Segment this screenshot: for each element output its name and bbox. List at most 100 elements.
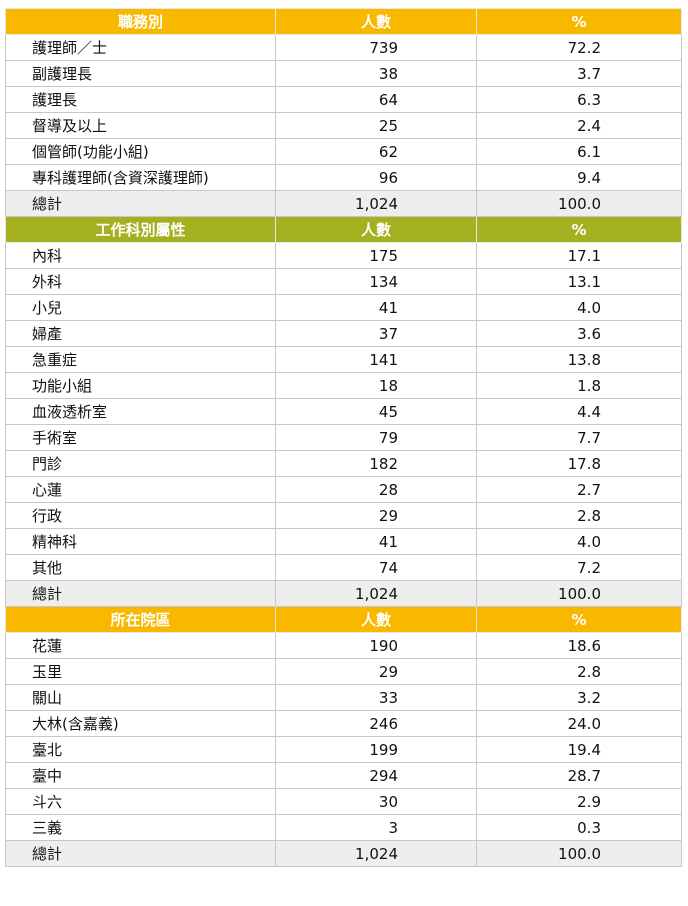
count-cell: 45: [275, 398, 477, 425]
count-cell: 246: [275, 710, 477, 737]
count-cell: 1,024: [275, 840, 477, 867]
percent-cell: 7.7: [476, 424, 682, 451]
percent-cell: 100.0: [476, 190, 682, 217]
percent-cell: 9.4: [476, 164, 682, 191]
section-header: 所在院區 人數%: [5, 606, 682, 633]
table-row: 護理長 64 6.3: [5, 86, 682, 113]
percent-cell: 7.2: [476, 554, 682, 581]
label-cell: 總計: [5, 840, 276, 867]
table-row: 精神科 41 4.0: [5, 528, 682, 555]
label-cell: 臺北: [5, 736, 276, 763]
percent-cell: 100.0: [476, 580, 682, 607]
percent-cell: 6.3: [476, 86, 682, 113]
table-row: 大林(含嘉義) 246 24.0: [5, 710, 682, 737]
label-cell: 督導及以上: [5, 112, 276, 139]
percent-cell: 2.4: [476, 112, 682, 139]
label-cell: 副護理長: [5, 60, 276, 87]
label-cell: 內科: [5, 242, 276, 269]
percent-cell: 72.2: [476, 34, 682, 61]
count-cell: 64: [275, 86, 477, 113]
count-cell: 25: [275, 112, 477, 139]
table-row: 血液透析室 45 4.4: [5, 398, 682, 425]
count-cell: 38: [275, 60, 477, 87]
label-cell: 其他: [5, 554, 276, 581]
label-cell: 大林(含嘉義): [5, 710, 276, 737]
count-cell: 96: [275, 164, 477, 191]
label-cell: 總計: [5, 190, 276, 217]
section-header: 工作科別屬性 人數%: [5, 216, 682, 243]
count-cell: 41: [275, 528, 477, 555]
table-row: 督導及以上 25 2.4: [5, 112, 682, 139]
percent-cell: %: [476, 8, 682, 35]
label-cell: 花蓮: [5, 632, 276, 659]
count-cell: 29: [275, 502, 477, 529]
count-cell: 1,024: [275, 190, 477, 217]
label-cell: 手術室: [5, 424, 276, 451]
statistics-table: 職務別 人數% 護理師／士 739 72.2 副護理長 38 3.7 護理長 64 6.3 督導及以上…: [5, 8, 682, 867]
percent-cell: 3.6: [476, 320, 682, 347]
label-cell: 職務別: [5, 8, 276, 35]
label-cell: 所在院區: [5, 606, 276, 633]
percent-cell: 2.7: [476, 476, 682, 503]
label-cell: 行政: [5, 502, 276, 529]
count-cell: 人數: [275, 216, 477, 243]
percent-cell: 3.7: [476, 60, 682, 87]
table-row: 護理師／士 739 72.2: [5, 34, 682, 61]
label-cell: 功能小組: [5, 372, 276, 399]
count-cell: 739: [275, 34, 477, 61]
table-row: 專科護理師(含資深護理師) 96 9.4: [5, 164, 682, 191]
count-cell: 41: [275, 294, 477, 321]
total-row: 總計 1,024 100.0: [5, 580, 682, 607]
percent-cell: %: [476, 216, 682, 243]
table-row: 關山 33 3.2: [5, 684, 682, 711]
label-cell: 急重症: [5, 346, 276, 373]
total-row: 總計 1,024 100.0: [5, 190, 682, 217]
label-cell: 關山: [5, 684, 276, 711]
table-row: 小兒 41 4.0: [5, 294, 682, 321]
table-row: 內科 175 17.1: [5, 242, 682, 269]
percent-cell: 4.4: [476, 398, 682, 425]
table-row: 花蓮 190 18.6: [5, 632, 682, 659]
table-row: 功能小組 18 1.8: [5, 372, 682, 399]
percent-cell: 2.9: [476, 788, 682, 815]
table-row: 外科 134 13.1: [5, 268, 682, 295]
count-cell: 182: [275, 450, 477, 477]
count-cell: 28: [275, 476, 477, 503]
label-cell: 專科護理師(含資深護理師): [5, 164, 276, 191]
percent-cell: 4.0: [476, 294, 682, 321]
percent-cell: 100.0: [476, 840, 682, 867]
count-cell: 37: [275, 320, 477, 347]
count-cell: 29: [275, 658, 477, 685]
percent-cell: 24.0: [476, 710, 682, 737]
percent-cell: 6.1: [476, 138, 682, 165]
table-row: 副護理長 38 3.7: [5, 60, 682, 87]
label-cell: 護理長: [5, 86, 276, 113]
count-cell: 134: [275, 268, 477, 295]
percent-cell: 19.4: [476, 736, 682, 763]
label-cell: 精神科: [5, 528, 276, 555]
label-cell: 門診: [5, 450, 276, 477]
label-cell: 工作科別屬性: [5, 216, 276, 243]
label-cell: 玉里: [5, 658, 276, 685]
percent-cell: 0.3: [476, 814, 682, 841]
table-row: 三義 3 0.3: [5, 814, 682, 841]
section-header: 職務別 人數%: [5, 8, 682, 35]
percent-cell: 17.1: [476, 242, 682, 269]
table-row: 臺北 199 19.4: [5, 736, 682, 763]
table-row: 婦產 37 3.6: [5, 320, 682, 347]
count-cell: 30: [275, 788, 477, 815]
percent-cell: 17.8: [476, 450, 682, 477]
percent-cell: 13.8: [476, 346, 682, 373]
table-row: 心蓮 28 2.7: [5, 476, 682, 503]
table-row: 個管師(功能小組) 62 6.1: [5, 138, 682, 165]
count-cell: 199: [275, 736, 477, 763]
percent-cell: 2.8: [476, 502, 682, 529]
count-cell: 62: [275, 138, 477, 165]
count-cell: 18: [275, 372, 477, 399]
percent-cell: 4.0: [476, 528, 682, 555]
label-cell: 小兒: [5, 294, 276, 321]
count-cell: 190: [275, 632, 477, 659]
table-row: 玉里 29 2.8: [5, 658, 682, 685]
table-row: 臺中 294 28.7: [5, 762, 682, 789]
label-cell: 外科: [5, 268, 276, 295]
